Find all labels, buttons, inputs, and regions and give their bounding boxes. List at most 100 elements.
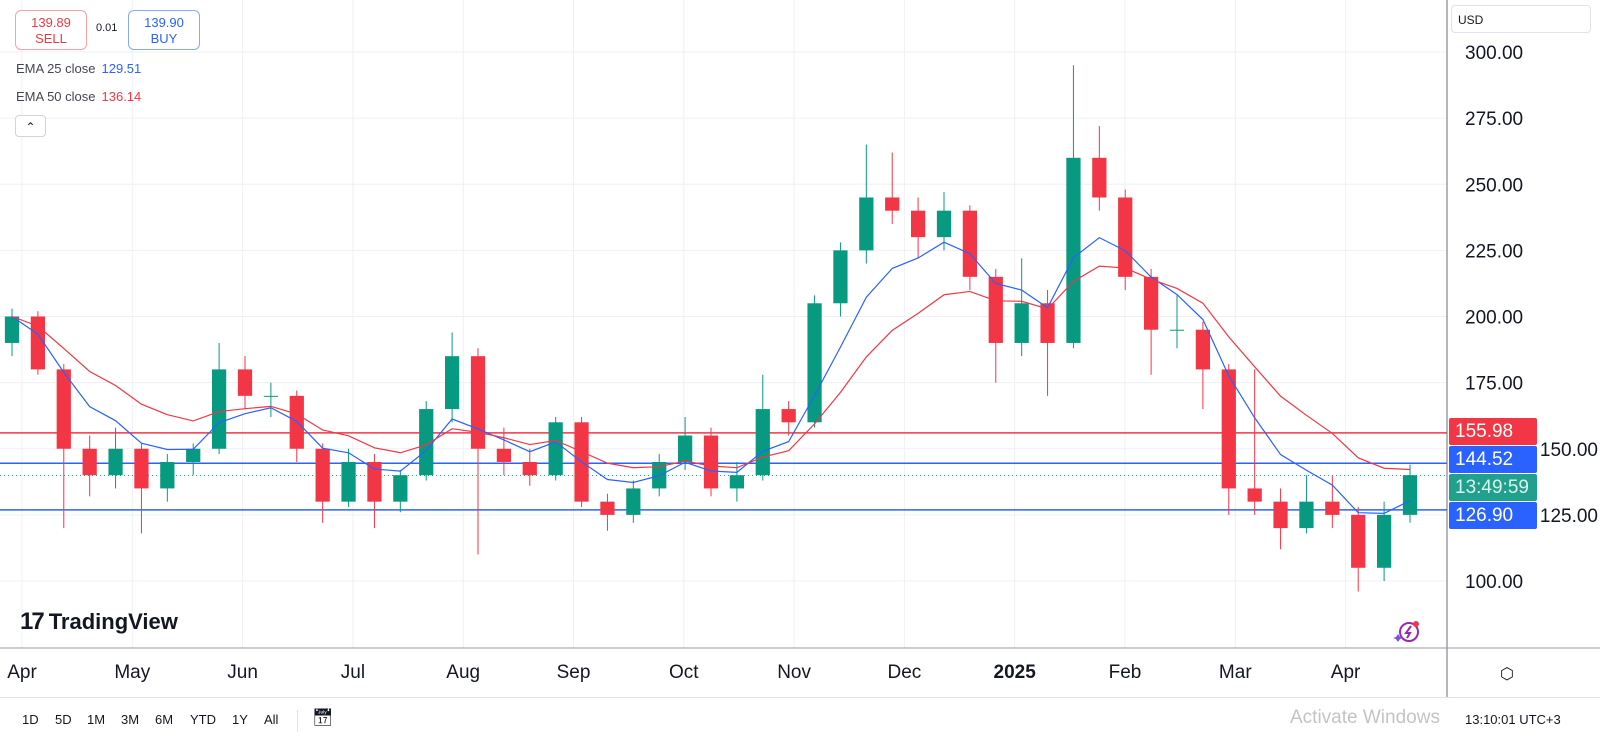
candle-body xyxy=(444,356,460,410)
calendar-icon[interactable]: 📅︎ xyxy=(312,708,334,727)
range-ytd[interactable]: YTD xyxy=(190,712,216,727)
candle xyxy=(859,144,874,264)
candle xyxy=(1325,475,1340,529)
candle xyxy=(1221,364,1236,515)
candle xyxy=(962,205,978,291)
candle xyxy=(1402,464,1418,523)
x-tick-label: Apr xyxy=(7,662,37,683)
candle-body xyxy=(1143,276,1159,330)
candle-body xyxy=(1221,369,1236,489)
blue-upper-line-label: 144.52 xyxy=(1449,446,1537,473)
x-tick-label: 2025 xyxy=(994,662,1037,683)
x-tick-label: Nov xyxy=(777,662,811,683)
ai-assistant-icon[interactable] xyxy=(1392,618,1426,646)
range-1d[interactable]: 1D xyxy=(22,712,39,727)
candle xyxy=(82,435,97,497)
candle-body xyxy=(367,461,382,502)
range-5d[interactable]: 5D xyxy=(55,712,72,727)
candle xyxy=(548,417,563,481)
candle xyxy=(496,427,512,476)
x-tick-label: Dec xyxy=(888,662,922,683)
candle xyxy=(108,427,123,489)
candle-body xyxy=(1118,197,1133,277)
x-tick-label: Oct xyxy=(669,662,699,683)
candle xyxy=(4,308,20,357)
candle xyxy=(186,443,201,476)
x-tick-label: Jun xyxy=(227,662,258,683)
legend-ema50[interactable]: EMA 50 close 136.14 xyxy=(16,89,141,104)
candle-body xyxy=(626,488,641,515)
x-tick-label: Mar xyxy=(1219,662,1252,683)
candle xyxy=(1299,475,1314,534)
candle xyxy=(289,390,304,462)
candle-body xyxy=(315,448,330,502)
collapse-legend-button[interactable]: ⌃ xyxy=(15,115,46,137)
candle-body xyxy=(237,369,253,396)
candle-body xyxy=(393,475,408,502)
settings-icon[interactable]: ⬡ xyxy=(1500,666,1514,683)
candle xyxy=(1066,65,1081,349)
candle-body xyxy=(600,501,615,515)
x-tick-label: Apr xyxy=(1331,662,1361,683)
x-tick-label: Aug xyxy=(446,662,480,683)
candle xyxy=(703,427,719,497)
chevron-up-icon: ⌃ xyxy=(25,120,36,134)
candle-body xyxy=(496,448,512,462)
candle xyxy=(600,493,615,531)
candle-body xyxy=(82,448,97,476)
y-tick-label: 275.00 xyxy=(1465,109,1523,130)
candle xyxy=(1376,501,1392,581)
candle xyxy=(988,268,1003,383)
price-chart[interactable]: 100.00 125.00 150.00 175.00 200.00 225.00 250.… xyxy=(0,0,1600,697)
range-6m[interactable]: 6M xyxy=(155,712,174,727)
candle-body xyxy=(729,475,745,489)
candle-body xyxy=(419,409,434,476)
y-tick-label: 225.00 xyxy=(1465,241,1523,262)
divider xyxy=(297,710,298,732)
y-tick-label: 200.00 xyxy=(1465,308,1523,329)
candle-body xyxy=(910,210,926,238)
sell-button[interactable]: 139.89 SELL xyxy=(15,10,87,50)
candle-body xyxy=(859,197,874,251)
candle xyxy=(419,401,434,481)
candle-body xyxy=(263,395,279,397)
candle-body xyxy=(1273,501,1288,529)
candle-body xyxy=(470,356,486,449)
currency-select[interactable]: USD xyxy=(1451,5,1591,33)
candle xyxy=(1040,290,1055,396)
tradingview-logo[interactable]: 17 TradingView xyxy=(20,608,178,636)
legend-ema25[interactable]: EMA 25 close 129.51 xyxy=(16,61,141,76)
buy-price: 139.90 xyxy=(144,15,184,30)
y-tick-label: 100.00 xyxy=(1465,572,1523,593)
candle-body xyxy=(677,435,693,462)
candle xyxy=(1273,488,1288,550)
range-all[interactable]: All xyxy=(264,712,279,727)
windows-watermark: Activate Windows xyxy=(1290,707,1440,728)
candle xyxy=(729,461,745,502)
buy-button[interactable]: 139.90 BUY xyxy=(128,10,200,50)
candle-body xyxy=(211,369,227,449)
candle-body xyxy=(1169,329,1185,331)
candle xyxy=(393,469,408,513)
candle xyxy=(56,364,71,529)
red-line-label: 155.98 xyxy=(1449,418,1537,445)
candle-body xyxy=(1014,303,1029,343)
range-3m[interactable]: 3M xyxy=(121,712,140,727)
candle xyxy=(936,192,952,251)
candle-body xyxy=(1376,514,1392,568)
candle xyxy=(885,152,900,224)
range-1m[interactable]: 1M xyxy=(87,712,106,727)
candle xyxy=(781,401,796,436)
candle-body xyxy=(1066,157,1081,343)
range-1y[interactable]: 1Y xyxy=(232,712,248,727)
candle-body xyxy=(781,409,796,423)
ema-line-25 xyxy=(11,236,1411,515)
candle-body xyxy=(988,276,1003,343)
buy-label: BUY xyxy=(150,31,178,46)
candle-body xyxy=(1092,157,1107,198)
candle-body xyxy=(962,210,978,277)
candle-body xyxy=(1195,329,1211,370)
clock[interactable]: 13:10:01 UTC+3 xyxy=(1465,712,1561,727)
candle-body xyxy=(755,409,770,476)
x-tick-label: Jul xyxy=(341,662,365,683)
